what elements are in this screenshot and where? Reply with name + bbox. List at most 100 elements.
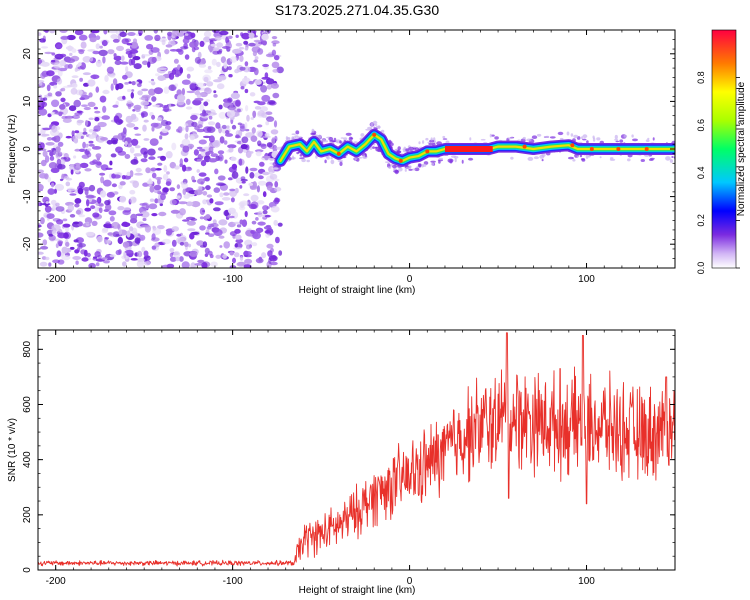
noise-blob — [85, 194, 95, 199]
noise-blob — [116, 83, 124, 90]
noise-blob — [244, 122, 248, 130]
noise-blob — [129, 147, 135, 154]
noise-blob — [181, 79, 191, 85]
noise-blob — [98, 49, 108, 57]
noise-blob — [130, 159, 139, 165]
noise-blob — [216, 61, 221, 68]
noise-blob — [101, 115, 110, 120]
noise-blob — [194, 56, 201, 64]
noise-blob — [104, 75, 109, 82]
noise-blob — [151, 172, 157, 179]
noise-blob — [53, 62, 63, 69]
noise-blob — [95, 153, 102, 159]
noise-blob — [175, 48, 183, 53]
ridge-fringe-blob — [324, 159, 327, 164]
ridge-fringe-blob — [301, 158, 306, 163]
ridge-fringe-blob — [315, 155, 318, 159]
ridge-hotspot — [644, 147, 649, 151]
noise-blob — [119, 181, 126, 186]
noise-blob — [82, 141, 86, 149]
noise-blob — [80, 94, 90, 100]
noise-blob — [74, 130, 80, 134]
noise-blob — [55, 243, 59, 249]
noise-blob — [179, 158, 183, 166]
noise-blob — [270, 129, 279, 135]
noise-blob — [182, 219, 190, 222]
noise-blob — [141, 94, 151, 99]
noise-blob — [105, 221, 111, 225]
ridge-fringe-blob — [339, 140, 342, 144]
noise-blob — [252, 110, 257, 119]
noise-blob — [79, 162, 89, 169]
noise-blob — [136, 83, 142, 88]
noise-blob — [274, 198, 281, 203]
noise-blob — [256, 124, 263, 128]
noise-blob — [147, 61, 151, 68]
noise-blob — [87, 148, 92, 152]
noise-blob — [143, 138, 150, 141]
noise-blob — [107, 232, 114, 236]
noise-blob — [47, 176, 52, 183]
noise-blob — [219, 30, 229, 36]
noise-blob — [272, 69, 279, 73]
noise-blob — [81, 257, 89, 262]
ridge-fringe-blob — [566, 131, 570, 136]
ridge-fringe-blob — [330, 159, 335, 165]
noise-blob — [240, 178, 248, 182]
noise-blob — [168, 72, 175, 80]
noise-blob — [38, 224, 42, 228]
noise-blob — [210, 43, 218, 47]
noise-blob — [103, 260, 110, 264]
ridge-fringe-blob — [343, 137, 348, 141]
noise-blob — [122, 261, 127, 267]
noise-blob — [151, 114, 156, 120]
noise-blob — [101, 40, 108, 47]
noise-blob — [153, 122, 163, 129]
noise-blob — [269, 171, 273, 175]
ridge-fringe-blob — [328, 137, 334, 141]
noise-blob — [238, 158, 243, 166]
noise-blob — [147, 148, 156, 156]
noise-blob — [119, 61, 129, 65]
ridge-fringe-blob — [429, 139, 435, 143]
noise-blob — [97, 121, 107, 128]
noise-blob — [138, 261, 146, 265]
noise-blob — [166, 171, 170, 175]
noise-blob — [147, 183, 153, 187]
noise-blob — [257, 221, 266, 226]
noise-blob — [216, 42, 224, 48]
noise-blob — [141, 246, 146, 253]
noise-blob — [157, 67, 167, 70]
noise-blob — [119, 195, 127, 203]
noise-blob — [261, 94, 271, 102]
noise-blob — [184, 33, 189, 36]
noise-blob — [186, 220, 196, 226]
noise-blob — [223, 61, 228, 69]
noise-blob — [96, 198, 101, 203]
noise-blob — [205, 214, 211, 219]
noise-blob — [259, 161, 265, 167]
noise-blob — [112, 38, 120, 43]
noise-blob — [203, 101, 209, 107]
noise-blob — [230, 156, 237, 162]
noise-blob — [141, 88, 149, 92]
noise-blob — [239, 66, 246, 71]
noise-blob — [113, 174, 121, 179]
noise-blob — [184, 133, 189, 140]
noise-blob — [244, 88, 249, 94]
noise-blob — [114, 60, 122, 66]
noise-blob — [47, 113, 52, 118]
noise-blob — [233, 247, 243, 250]
noise-blob — [169, 256, 177, 262]
ridge-fringe-blob — [387, 166, 391, 169]
noise-blob — [52, 259, 61, 264]
noise-blob — [194, 97, 204, 102]
noise-blob — [143, 119, 149, 123]
noise-blob — [241, 136, 249, 144]
noise-blob — [110, 83, 114, 91]
noise-blob — [48, 262, 52, 267]
snr-y-label: SNR (10 * v/v) — [7, 418, 18, 482]
ridge-fringe-blob — [438, 160, 441, 164]
x-tick-label: 100 — [578, 274, 595, 285]
snr-x-label: Height of straight line (km) — [299, 585, 416, 596]
